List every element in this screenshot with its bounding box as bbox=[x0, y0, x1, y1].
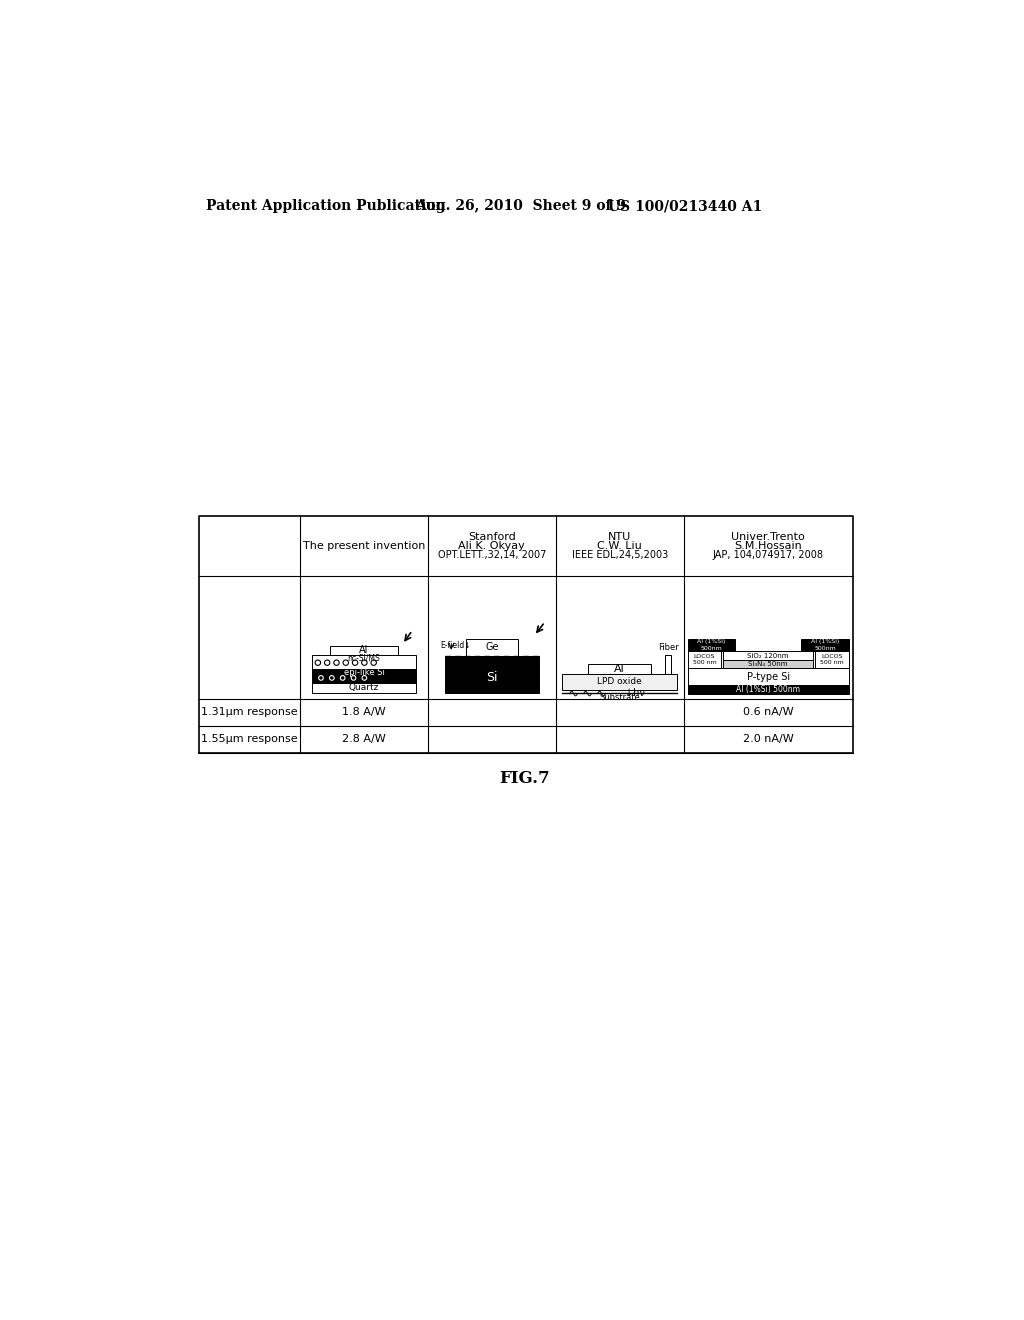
Text: S.M.Hossain: S.M.Hossain bbox=[734, 541, 802, 550]
Text: ↓hν: ↓hν bbox=[626, 688, 645, 698]
Text: 500 nm: 500 nm bbox=[692, 660, 717, 665]
Bar bbox=[588, 664, 651, 675]
Text: FIG.7: FIG.7 bbox=[500, 770, 550, 787]
Text: 500nm: 500nm bbox=[700, 645, 722, 651]
Text: LOCOS: LOCOS bbox=[693, 655, 715, 659]
Text: Si: Si bbox=[486, 672, 498, 685]
Text: Al (1%Si): Al (1%Si) bbox=[811, 639, 839, 644]
Bar bbox=[466, 639, 518, 656]
Text: nc-SI/MS: nc-SI/MS bbox=[347, 653, 380, 663]
Text: 1.8 A/W: 1.8 A/W bbox=[342, 708, 386, 717]
Text: LOCOS: LOCOS bbox=[821, 655, 843, 659]
Bar bbox=[687, 639, 735, 651]
Text: 1.55μm response: 1.55μm response bbox=[202, 734, 298, 744]
Text: Fiber: Fiber bbox=[657, 643, 679, 652]
Text: Al (1%Si) 500nm: Al (1%Si) 500nm bbox=[736, 685, 800, 694]
Text: 2.8 A/W: 2.8 A/W bbox=[342, 734, 386, 744]
Text: 0.6 nA/W: 0.6 nA/W bbox=[742, 708, 794, 717]
Bar bbox=[445, 656, 539, 693]
Text: 2.0 nA/W: 2.0 nA/W bbox=[742, 734, 794, 744]
Text: 500 nm: 500 nm bbox=[820, 660, 844, 665]
Text: SiO₂ 120nm: SiO₂ 120nm bbox=[748, 653, 788, 659]
Text: The present invention: The present invention bbox=[303, 541, 425, 550]
Text: Al: Al bbox=[359, 645, 369, 656]
Text: Si₃N₄ 50nm: Si₃N₄ 50nm bbox=[749, 661, 787, 668]
Text: Ali K. Okyay: Ali K. Okyay bbox=[459, 541, 525, 550]
Bar bbox=[723, 660, 813, 668]
Bar bbox=[665, 655, 672, 675]
Bar bbox=[311, 655, 417, 669]
Text: P-type Si: P-type Si bbox=[746, 672, 790, 681]
Text: LPD oxide: LPD oxide bbox=[597, 677, 642, 686]
Bar bbox=[815, 651, 849, 668]
Bar bbox=[330, 645, 398, 655]
Bar bbox=[687, 685, 849, 694]
Bar bbox=[311, 682, 417, 693]
Text: E-field↓: E-field↓ bbox=[440, 642, 471, 651]
Text: Substrate: Substrate bbox=[599, 693, 640, 702]
Bar bbox=[802, 639, 849, 651]
Text: Al: Al bbox=[614, 664, 625, 675]
Text: Al (1%Si): Al (1%Si) bbox=[697, 639, 725, 644]
Text: Ge: Ge bbox=[485, 643, 499, 652]
Bar bbox=[723, 651, 813, 660]
Text: OPT.LETT.,32,14, 2007: OPT.LETT.,32,14, 2007 bbox=[437, 550, 546, 560]
Text: epi-like Si: epi-like Si bbox=[343, 668, 384, 677]
Bar bbox=[687, 651, 722, 668]
Text: IEEE EDL,24,5,2003: IEEE EDL,24,5,2003 bbox=[571, 550, 668, 560]
Text: JAP, 104,074917, 2008: JAP, 104,074917, 2008 bbox=[713, 550, 823, 560]
Text: 500nm: 500nm bbox=[814, 645, 836, 651]
Text: US 100/0213440 A1: US 100/0213440 A1 bbox=[608, 199, 763, 213]
Text: Aug. 26, 2010  Sheet 9 of 9: Aug. 26, 2010 Sheet 9 of 9 bbox=[415, 199, 626, 213]
Text: Stanford: Stanford bbox=[468, 532, 516, 541]
Text: NTU: NTU bbox=[608, 532, 632, 541]
Text: Quartz: Quartz bbox=[349, 684, 379, 692]
Bar bbox=[687, 668, 849, 685]
Text: C.W. Liu: C.W. Liu bbox=[597, 541, 642, 550]
Text: 1.31μm response: 1.31μm response bbox=[202, 708, 298, 717]
Text: Patent Application Publication: Patent Application Publication bbox=[206, 199, 445, 213]
Bar bbox=[562, 675, 678, 689]
Bar bbox=[311, 669, 417, 682]
Text: Univer.Trento: Univer.Trento bbox=[731, 532, 805, 541]
